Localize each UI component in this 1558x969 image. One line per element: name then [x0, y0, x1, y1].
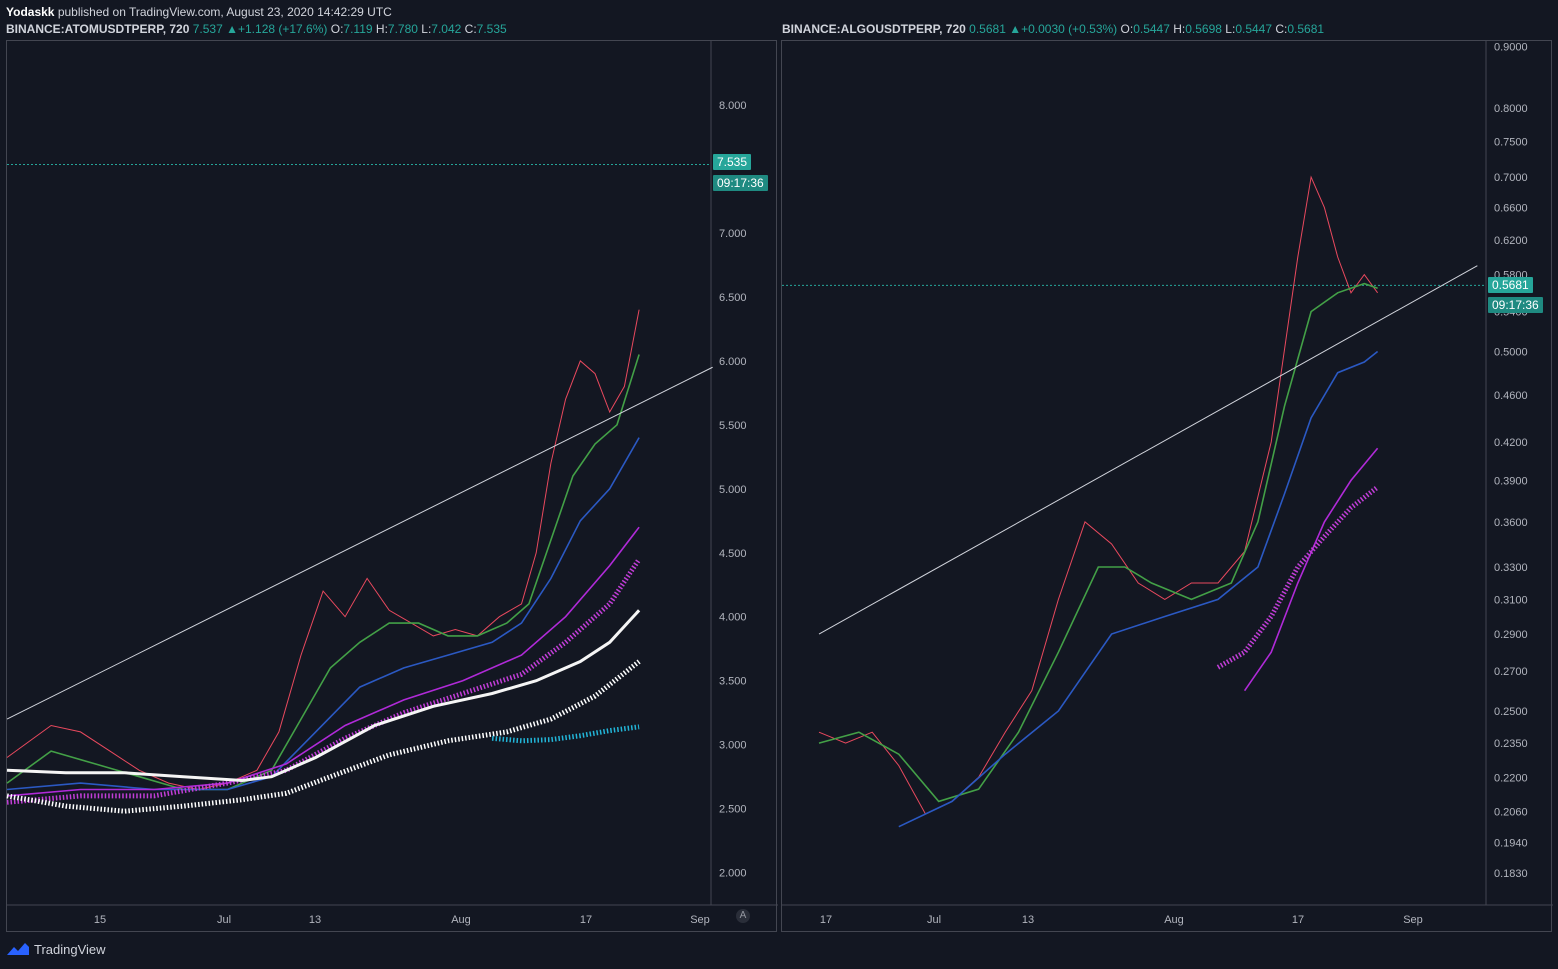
chart-panel-atom[interactable]: 8.000 7.000 6.500 6.000 5.500 5.000 4.500 4.000…: [6, 40, 778, 933]
y-tick-label: 0.3600: [1494, 517, 1528, 529]
price-label-right: 0.5681: [1488, 277, 1533, 293]
x-tick-label: 13: [309, 914, 321, 926]
symbol-right[interactable]: BINANCE:ALGOUSDTPERP: [782, 22, 940, 36]
plot-area[interactable]: 0.90000.80000.75000.70000.66000.62000.58…: [782, 41, 1553, 926]
y-tick-label: 0.1940: [1494, 838, 1528, 850]
up-arrow-icon: ▲: [226, 22, 238, 36]
legend-right: BINANCE:ALGOUSDTPERP, 720 0.5681 ▲+0.003…: [782, 22, 1325, 36]
x-tick-label: Aug: [1164, 914, 1184, 926]
x-tick-label: 17: [820, 914, 832, 926]
y-tick-label: 0.5000: [1494, 347, 1528, 359]
moving-average-series: [6, 526, 640, 797]
low-right: 0.5447: [1235, 22, 1273, 36]
y-tick-label: 3.000: [719, 740, 747, 752]
x-tick-label: Sep: [1403, 914, 1423, 926]
price-label-left: 7.535: [713, 154, 752, 170]
moving-average-series: [898, 350, 1379, 828]
high-right: 0.5698: [1185, 22, 1222, 36]
y-tick-label: 0.1830: [1494, 868, 1528, 880]
x-tick-label: 17: [1292, 914, 1304, 926]
y-tick-label: 0.7500: [1494, 136, 1528, 148]
tradingview-footer[interactable]: TradingView: [6, 941, 106, 957]
change-right: +0.0030 (+0.53%): [1021, 22, 1118, 36]
y-tick-label: 4.500: [719, 548, 747, 560]
moving-average-series: [491, 724, 640, 744]
x-tick-label: Jul: [927, 914, 941, 926]
author-name[interactable]: Yodaskk: [6, 5, 55, 19]
publish-info: published on TradingView.com, August 23,…: [57, 5, 392, 19]
moving-average-series: [1216, 485, 1380, 670]
y-tick-label: 7.000: [719, 228, 747, 240]
publish-header: Yodaskk published on TradingView.com, Au…: [6, 5, 392, 19]
countdown-right: 09:17:36: [1488, 297, 1543, 313]
y-tick-label: 0.3300: [1494, 562, 1528, 574]
moving-average-series: [818, 175, 1379, 815]
interval-right: 720: [945, 22, 966, 36]
interval-left: 720: [169, 22, 190, 36]
change-left: +1.128 (+17.6%): [238, 22, 328, 36]
y-tick-label: 0.2060: [1494, 806, 1528, 818]
last-left: 7.537: [192, 22, 223, 36]
up-arrow-icon: ▲: [1009, 22, 1022, 36]
y-tick-label: 0.7000: [1494, 172, 1528, 184]
x-tick-label: 17: [580, 914, 592, 926]
tradingview-brand: TradingView: [34, 941, 106, 957]
chart-panel-algo[interactable]: 0.9000 0.8000 0.7500 0.7000 0.6600 0.6200 0.58…: [781, 40, 1553, 933]
close-left: 7.535: [476, 22, 507, 36]
y-tick-label: 2.500: [719, 804, 747, 816]
y-tick-label: 0.3900: [1494, 475, 1528, 487]
y-tick-label: 3.500: [719, 676, 747, 688]
y-tick-label: 0.4200: [1494, 437, 1528, 449]
moving-average-series: [6, 609, 641, 783]
legend-left: BINANCE:ATOMUSDTPERP, 720 7.537 ▲+1.128 …: [6, 22, 507, 36]
low-left: 7.042: [431, 22, 462, 36]
y-tick-label: 0.2350: [1494, 738, 1528, 750]
auto-scale-button[interactable]: A: [736, 909, 750, 923]
trendline[interactable]: [818, 265, 1478, 635]
open-right: 0.5447: [1133, 22, 1170, 36]
last-right: 0.5681: [969, 22, 1006, 36]
x-tick-label: 13: [1022, 914, 1034, 926]
moving-average-series: [818, 282, 1378, 803]
x-tick-label: Aug: [451, 914, 471, 926]
y-tick-label: 4.000: [719, 612, 747, 624]
open-left: 7.119: [343, 22, 373, 36]
countdown-left: 09:17:36: [713, 175, 768, 191]
trendline[interactable]: [6, 366, 713, 720]
moving-average-series: [1243, 447, 1379, 692]
x-tick-label: Jul: [217, 914, 231, 926]
y-tick-label: 6.500: [719, 292, 747, 304]
chart-svg-algo[interactable]: 0.90000.80000.75000.70000.66000.62000.58…: [782, 41, 1553, 933]
moving-average-series: [6, 354, 640, 791]
tradingview-logo-icon: [7, 943, 29, 955]
y-tick-label: 2.000: [719, 868, 747, 880]
y-tick-label: 0.2700: [1494, 666, 1528, 678]
y-tick-label: 0.9000: [1494, 42, 1528, 54]
y-tick-label: 8.000: [719, 100, 747, 112]
y-tick-label: 0.6600: [1494, 203, 1528, 215]
moving-average-series: [6, 437, 640, 791]
y-tick-label: 0.2500: [1494, 706, 1528, 718]
y-tick-label: 0.2200: [1494, 772, 1528, 784]
y-tick-label: 5.500: [719, 420, 747, 432]
y-tick-label: 5.000: [719, 484, 747, 496]
plot-area[interactable]: 8.000 7.000 6.500 6.000 5.500 5.000 4.500 4.000…: [6, 41, 778, 926]
close-right: 0.5681: [1287, 22, 1325, 36]
y-tick-label: 0.8000: [1494, 103, 1528, 115]
moving-average-series: [6, 659, 641, 814]
high-left: 7.780: [387, 22, 418, 36]
y-tick-label: 0.3100: [1494, 594, 1528, 606]
y-tick-label: 0.2900: [1494, 629, 1528, 641]
symbol-left[interactable]: BINANCE:ATOMUSDTPERP: [6, 22, 163, 36]
x-tick-label: 15: [94, 914, 106, 926]
chart-svg-atom[interactable]: 8.000 7.000 6.500 6.000 5.500 5.000 4.500 4.000…: [6, 41, 778, 933]
x-tick-label: Sep: [690, 914, 710, 926]
y-tick-label: 0.6200: [1494, 235, 1528, 247]
moving-average-series: [6, 309, 640, 791]
y-tick-label: 0.4600: [1494, 390, 1528, 402]
y-tick-label: 6.000: [719, 356, 747, 368]
